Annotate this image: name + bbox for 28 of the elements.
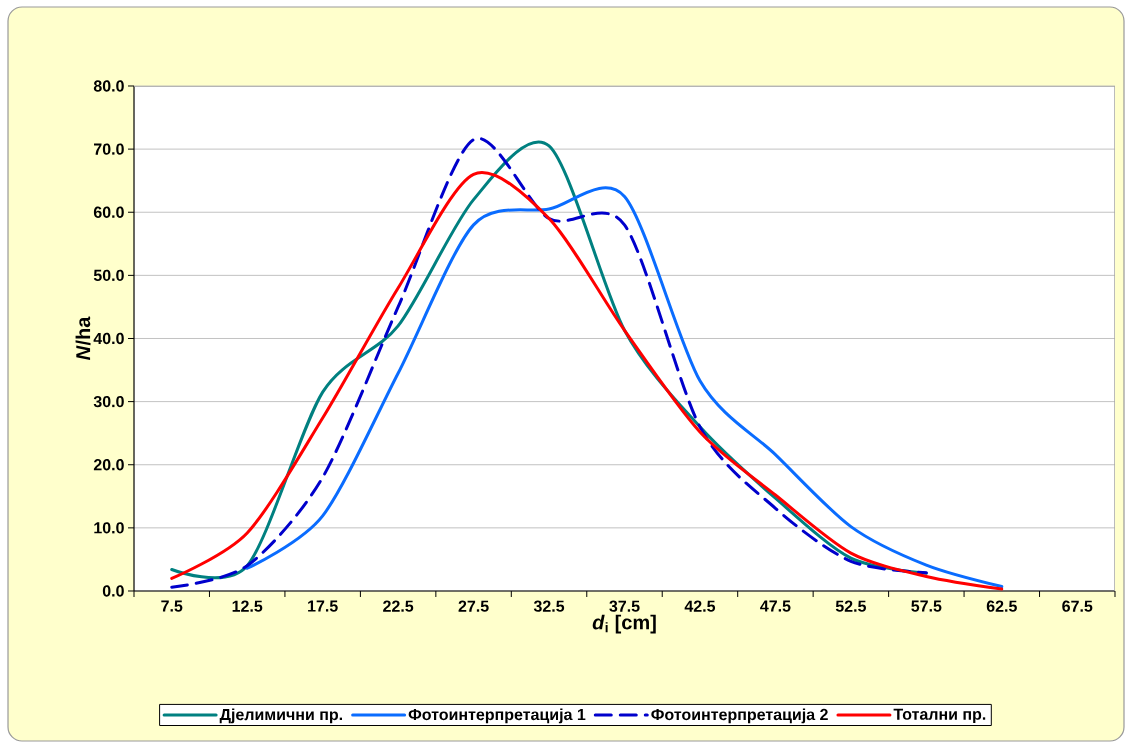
y-tick-label: 80.0: [93, 80, 124, 92]
x-tick-label: 42.5: [684, 600, 716, 612]
y-tick-label: 20.0: [93, 459, 124, 471]
x-tick-label: 47.5: [760, 600, 791, 612]
x-tick-label: 27.5: [458, 600, 489, 612]
x-tick-label: 22.5: [383, 600, 414, 612]
y-tick-label: 70.0: [94, 143, 124, 155]
x-tick-label: 7.5: [161, 600, 183, 612]
legend-label: Дјелимични пр.: [219, 708, 343, 724]
x-tick-label: 57.5: [911, 600, 942, 612]
y-tick-label: 0.0: [102, 585, 124, 597]
x-tick-label: 12.5: [232, 600, 263, 612]
y-tick-label: 30.0: [93, 395, 124, 408]
x-tick-label: 52.5: [835, 600, 867, 612]
y-tick-label: 10.0: [94, 522, 124, 534]
legend-label: Тотални пр.: [893, 708, 986, 724]
x-tick-label: 32.5: [533, 600, 565, 612]
x-tick-label: 37.5: [609, 600, 640, 612]
y-tick-label: 40.0: [93, 332, 124, 345]
x-axis-title: d$_{i}$ [cm]: [592, 614, 656, 634]
x-tick-label: 17.5: [308, 600, 338, 612]
y-tick-label: 50.0: [93, 269, 124, 282]
legend-label: Фотоинтерпретација 2: [651, 708, 828, 724]
x-tick-label: 67.5: [1062, 600, 1093, 612]
y-axis-title: N/ha: [75, 316, 91, 360]
legend-label: Фотоинтерпретација 1: [408, 708, 586, 724]
y-tick-label: 60.0: [93, 206, 124, 218]
x-tick-label: 62.5: [986, 600, 1017, 612]
